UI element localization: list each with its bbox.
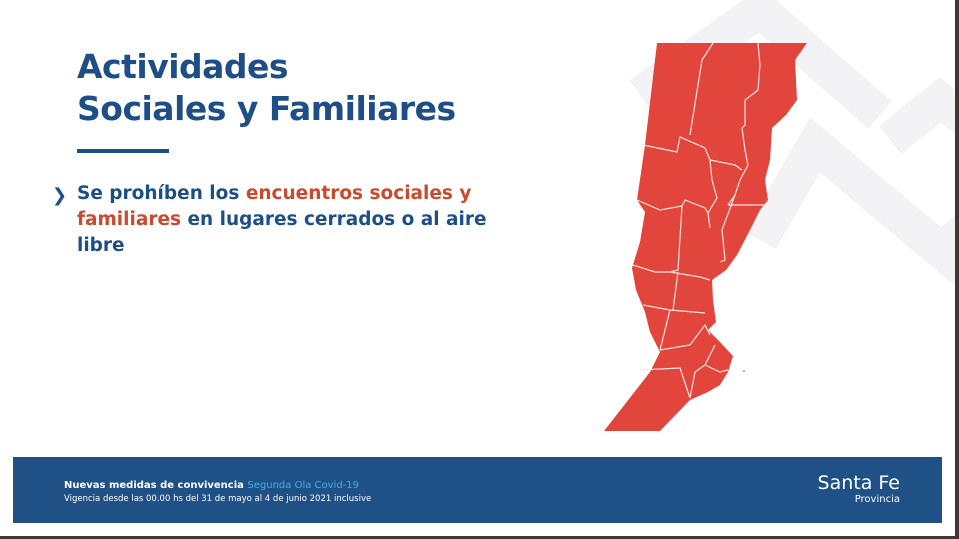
logo-sub: Provincia [854,494,900,505]
bullet-text-start: Se prohíben los [77,183,246,204]
logo-main: Santa Fe [817,472,900,494]
footer-line-1: Nuevas medidas de convivencia Segunda Ol… [64,480,359,491]
footer-banner: Nuevas medidas de convivencia Segunda Ol… [13,457,942,523]
footer-title: Nuevas medidas de convivencia [64,480,244,491]
chevron-right-icon: ❯ [52,185,68,206]
bullet-item: ❯ Se prohíben los encuentros sociales y … [52,181,512,259]
title-line-1: Actividades [77,47,289,86]
footer-validity: Vigencia desde las 00.00 hs del 31 de ma… [64,494,372,504]
bullet-highlight: encuentros sociales y familiares [77,183,472,230]
frame-border-right [955,0,959,539]
bullet-text: Se prohíben los encuentros sociales y fa… [77,181,512,259]
frame-border-bottom [0,536,959,539]
bullet-text-end: en lugares cerrados o al aire libre [77,209,487,256]
map-province-shape [604,43,807,431]
page-title: Actividades Sociales y Familiares [77,46,456,130]
footer-accent: Segunda Ola Covid-19 [247,480,360,491]
title-underline [77,149,169,153]
santa-fe-logo: Santa Fe Provincia [818,472,900,506]
title-line-2: Sociales y Familiares [77,89,456,128]
